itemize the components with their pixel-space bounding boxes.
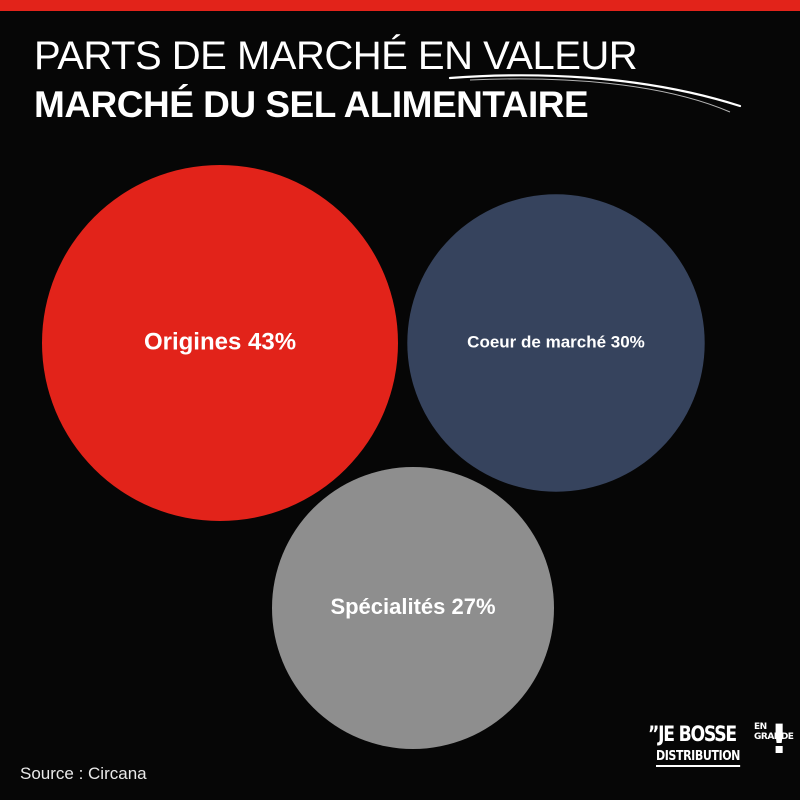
logo-text-distribution: DISTRIBUTION (656, 749, 740, 767)
page-title: PARTS DE MARCHÉ EN VALEUR (34, 34, 638, 78)
bubble-coeur-de-march- (407, 194, 705, 492)
bubble-label: Spécialités 27% (330, 594, 495, 619)
bubble-origines (42, 165, 398, 521)
logo-text-main: ”JE BOSSE (648, 722, 737, 746)
source-note: Source : Circana (20, 764, 147, 783)
brush-stroke-decoration (448, 74, 742, 113)
bubble-label: Origines 43% (144, 328, 296, 355)
brand-logo: ”JE BOSSE EN GRANDE DISTRIBUTION ! (648, 717, 794, 774)
logo-text-small: EN GRANDE (754, 722, 794, 742)
logo-exclamation-mark: ! (770, 717, 789, 763)
top-accent-bar (0, 0, 800, 11)
page-subtitle: MARCHÉ DU SEL ALIMENTAIRE (34, 84, 589, 125)
bubble-label: Coeur de marché 30% (467, 332, 645, 351)
bubble-sp-cialit-s (272, 467, 554, 749)
